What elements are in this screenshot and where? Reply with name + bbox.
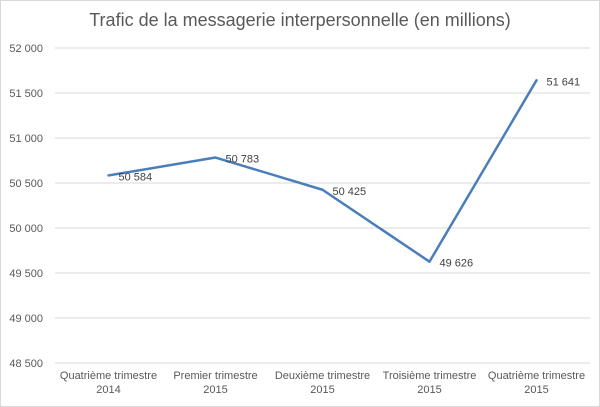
y-tick-label: 52 000: [9, 43, 43, 55]
x-category-label: Quatrième trimestre 2015: [488, 370, 585, 396]
x-category-label: Troisième trimestre 2015: [383, 370, 477, 396]
y-axis-tick-labels: 48 500 49 000 49 500 50 000 50 500 51 000 51 5…: [9, 43, 43, 370]
chart-title: Trafic de la messagerie interpersonnelle…: [89, 10, 511, 30]
y-tick-label: 48 500: [9, 358, 43, 370]
gridlines: [55, 47, 590, 364]
data-label: 50 425: [333, 186, 367, 198]
data-label: 50 783: [226, 154, 260, 166]
series-line: [107, 79, 538, 263]
x-axis-category-labels: Quatrième trimestre 2014 Premier trimestre…: [60, 370, 585, 396]
series-line-group: [107, 79, 538, 263]
y-tick-label: 49 000: [9, 313, 43, 325]
x-category-label: Quatrième trimestre 2014: [60, 370, 157, 396]
x-category-label: Premier trimestre 2015: [173, 370, 257, 396]
data-label: 51 641: [547, 76, 581, 88]
x-category-label: Deuxième trimestre 2015: [275, 370, 370, 396]
y-tick-label: 51 000: [9, 133, 43, 145]
data-label: 49 626: [440, 258, 474, 270]
data-label: 50 584: [119, 171, 153, 183]
y-tick-label: 50 500: [9, 178, 43, 190]
y-tick-label: 49 500: [9, 268, 43, 280]
data-labels: 50 584 50 783 50 425 49 626 51 641: [119, 76, 581, 269]
y-tick-label: 51 500: [9, 88, 43, 100]
y-tick-label: 50 000: [9, 223, 43, 235]
